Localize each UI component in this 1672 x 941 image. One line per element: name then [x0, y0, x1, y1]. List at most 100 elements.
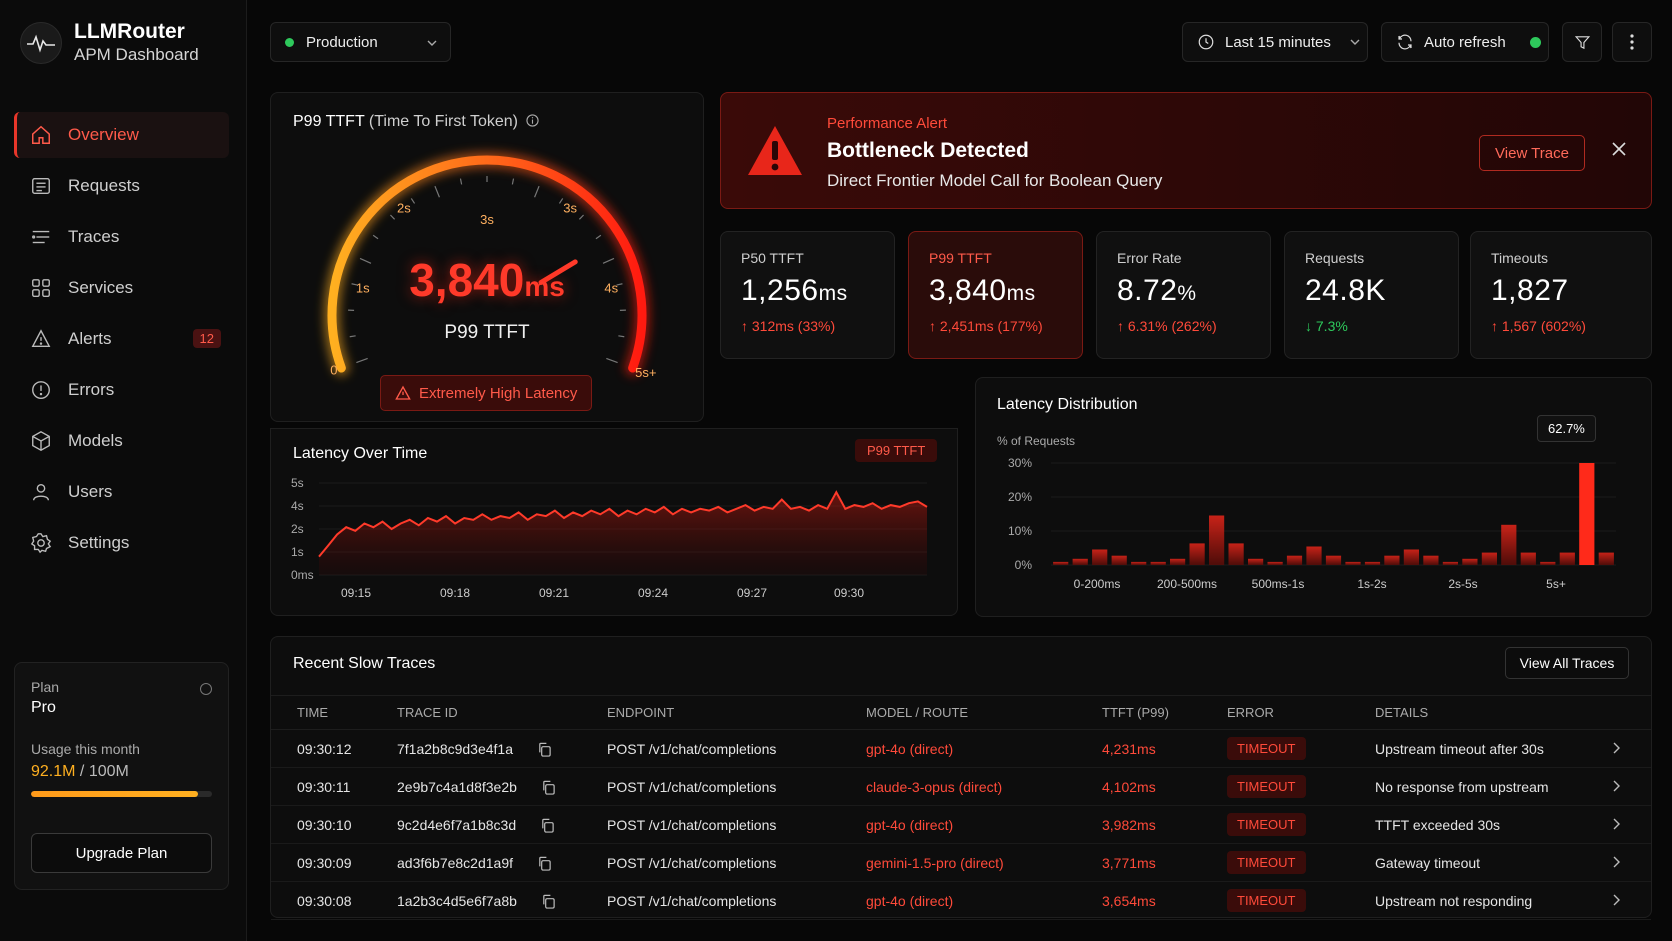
table-row[interactable]: 09:30:12 7f1a2b8c9d3e4f1a POST /v1/chat/… [271, 729, 1651, 768]
y-tick-label: 1s [291, 545, 304, 559]
error-badge: TIMEOUT [1227, 813, 1306, 836]
cell-model-route[interactable]: claude-3-opus (direct) [866, 767, 1102, 806]
stat-value-number: 1,256 [741, 274, 819, 307]
sidebar-item-label: Settings [68, 533, 130, 552]
sidebar-item-requests[interactable]: Requests [14, 163, 229, 209]
cell-model-route[interactable]: gemini-1.5-pro (direct) [866, 843, 1102, 882]
sidebar-item-settings[interactable]: Settings [14, 520, 229, 566]
copy-icon[interactable] [541, 780, 556, 795]
x-tick-label: 5s+ [1546, 577, 1566, 591]
sidebar-item-errors[interactable]: Errors [14, 367, 229, 413]
usage-separator: / [75, 763, 89, 780]
cell-error: TIMEOUT [1227, 805, 1375, 844]
histogram-bar [1306, 546, 1322, 565]
plan-refresh-icon[interactable] [200, 683, 212, 695]
column-header: TTFT (P99) [1102, 695, 1227, 730]
table-header-row: TIME TRACE ID ENDPOINT MODEL / ROUTE TTF… [271, 695, 1651, 730]
gauge-tick [356, 357, 368, 364]
x-tick-label: 1s-2s [1357, 577, 1386, 591]
more-options-button[interactable] [1612, 22, 1652, 62]
x-tick-label: 500ms-1s [1252, 577, 1305, 591]
auto-refresh-toggle[interactable]: Auto refresh [1381, 22, 1549, 62]
stat-change-text: 312ms (33%) [751, 318, 836, 334]
brand-title: LLMRouter [74, 20, 185, 43]
sidebar-item-label: Overview [68, 125, 139, 144]
chevron-down-icon [427, 40, 437, 46]
sidebar-item-label: Services [68, 278, 134, 297]
sidebar-item-models[interactable]: Models [14, 418, 229, 464]
info-icon[interactable] [526, 114, 540, 127]
cell-error: TIMEOUT [1227, 881, 1375, 920]
gauge-tick-label: 2s [397, 201, 411, 216]
table-row[interactable]: 09:30:08 1a2b3c4d5e6f7a8b POST /v1/chat/… [271, 881, 1651, 920]
gauge-tick-label: 1s [356, 281, 370, 296]
copy-icon[interactable] [537, 856, 552, 871]
histogram-bar [1540, 561, 1556, 565]
sidebar-item-services[interactable]: Services [14, 265, 229, 311]
cell-model-route[interactable]: gpt-4o (direct) [866, 729, 1102, 768]
view-trace-button[interactable]: View Trace [1479, 135, 1585, 171]
gauge-tick [616, 283, 623, 286]
stat-value-number: 3,840 [929, 274, 1007, 307]
column-header: MODEL / ROUTE [866, 695, 1102, 730]
table-row[interactable]: 09:30:11 2e9b7c4a1d8f3e2b POST /v1/chat/… [271, 767, 1651, 806]
table-row[interactable]: 09:30:10 9c2d4e6f7a1b8c3d POST /v1/chat/… [271, 805, 1651, 844]
sidebar-item-alerts[interactable]: Alerts 12 [14, 316, 229, 362]
stat-card-timeouts: Timeouts 1,827 ↑ 1,567 (602%) [1470, 231, 1652, 359]
cell-endpoint: POST /v1/chat/completions [607, 881, 866, 920]
arrow-down-icon: ↓ [1305, 318, 1316, 334]
usage-value: 92.1M / 100M [31, 763, 212, 781]
chevron-right-icon[interactable] [1611, 729, 1651, 768]
time-range-select[interactable]: Last 15 minutes [1182, 22, 1368, 62]
chevron-right-icon[interactable] [1611, 881, 1651, 920]
brand-subtitle: APM Dashboard [74, 45, 199, 64]
warning-triangle-icon [748, 126, 802, 175]
cell-model-route[interactable]: gpt-4o (direct) [866, 805, 1102, 844]
upgrade-plan-button[interactable]: Upgrade Plan [31, 833, 212, 873]
peak-tooltip: 62.7% [1537, 415, 1596, 442]
cell-details: Upstream timeout after 30s [1375, 729, 1611, 768]
error-badge: TIMEOUT [1227, 775, 1306, 798]
histogram-bar [1111, 555, 1127, 565]
usage-progress-bar [31, 791, 212, 797]
gauge-tick [434, 185, 440, 198]
sidebar-item-label: Users [68, 482, 113, 501]
copy-icon[interactable] [537, 742, 552, 757]
copy-icon[interactable] [540, 818, 555, 833]
usage-label: Usage this month [31, 741, 140, 757]
chevron-right-icon[interactable] [1611, 843, 1651, 882]
gauge-tick-label: 3s [563, 201, 577, 216]
gauge-tick-label: 4s [604, 281, 618, 296]
stat-card-p99: P99 TTFT 3,840ms ↑ 2,451ms (177%) [908, 231, 1083, 359]
sidebar-item-traces[interactable]: Traces [14, 214, 229, 260]
cell-time: 09:30:12 [271, 729, 397, 768]
close-icon[interactable] [1611, 141, 1627, 157]
y-tick-label: 20% [1008, 490, 1032, 504]
column-header: ENDPOINT [607, 695, 866, 730]
x-tick-label: 09:30 [834, 586, 864, 600]
y-tick-label: 4s [291, 499, 304, 513]
sidebar-item-overview[interactable]: Overview [14, 112, 229, 158]
filter-button[interactable] [1562, 22, 1602, 62]
plan-card: Plan Pro Usage this month 92.1M / 100M U… [14, 662, 229, 890]
table-row[interactable]: 09:30:09 ad3f6b7e8c2d1a9f POST /v1/chat/… [271, 843, 1651, 882]
gauge-tick [578, 214, 584, 220]
cell-model-route[interactable]: gpt-4o (direct) [866, 881, 1102, 920]
clock-icon [1198, 34, 1214, 50]
chevron-right-icon[interactable] [1611, 767, 1651, 806]
auto-refresh-label: Auto refresh [1424, 33, 1506, 51]
chevron-right-icon[interactable] [1611, 805, 1651, 844]
environment-select[interactable]: Production [270, 22, 451, 62]
copy-icon[interactable] [541, 894, 556, 909]
histogram-bar [1442, 561, 1458, 565]
sidebar-item-users[interactable]: Users [14, 469, 229, 515]
stat-label: P99 TTFT [929, 250, 992, 266]
gauge-tick [558, 198, 564, 204]
histogram-bar [1364, 561, 1381, 565]
view-all-traces-button[interactable]: View All Traces [1505, 647, 1629, 679]
sidebar-nav: Overview Requests Traces Services Alerts… [14, 112, 229, 571]
arrow-up-icon: ↑ [1491, 318, 1502, 334]
cell-ttft: 4,231ms [1102, 729, 1227, 768]
stat-label: P50 TTFT [741, 250, 804, 266]
histogram-bar [1481, 552, 1497, 565]
